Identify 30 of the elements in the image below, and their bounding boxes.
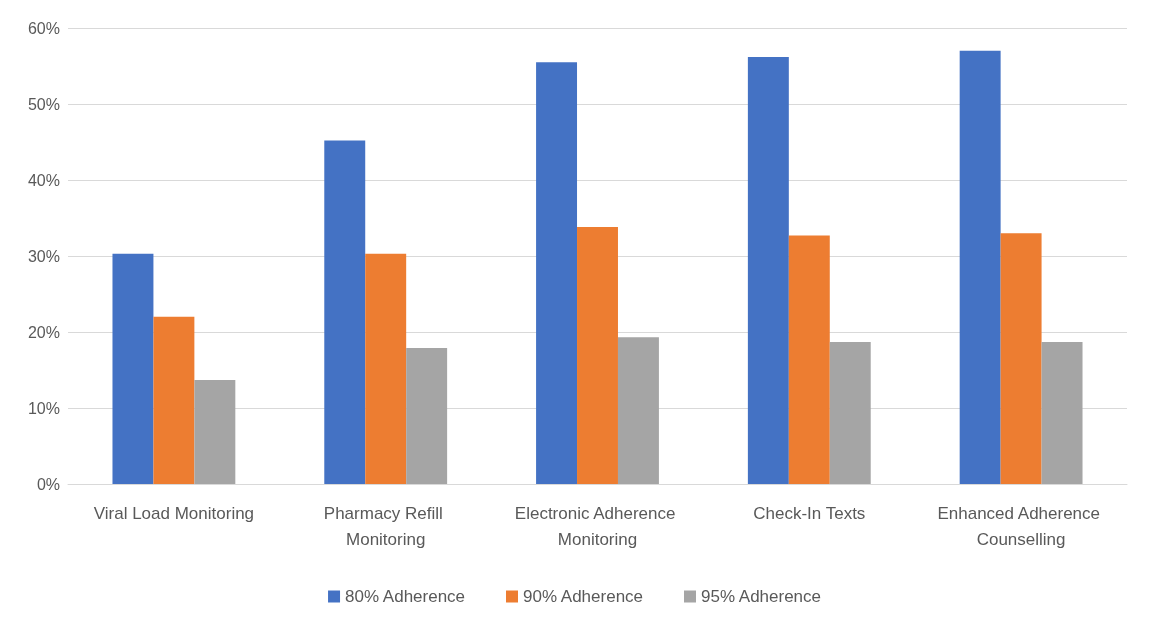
bar — [1000, 233, 1042, 484]
bar — [324, 140, 366, 484]
y-tick-label: 30% — [27, 247, 60, 265]
y-tick-label: 10% — [27, 399, 60, 417]
x-tick-label: Pharmacy Refill Monitoring — [323, 503, 448, 549]
bar — [194, 379, 236, 484]
x-tick-label: Electronic Adherence Monitoring — [514, 503, 681, 549]
bar — [112, 253, 154, 484]
bar — [747, 56, 789, 484]
y-tick-label: 50% — [27, 95, 60, 113]
bar — [1041, 341, 1083, 484]
y-tick-label: 60% — [27, 19, 60, 37]
bar — [577, 227, 618, 484]
bar — [959, 50, 1001, 484]
legend-label: 95% Adherence — [700, 587, 822, 606]
bar — [365, 253, 407, 484]
y-tick-label: 0% — [36, 475, 60, 493]
bar — [829, 341, 871, 484]
bar — [788, 235, 830, 484]
bar — [406, 347, 448, 484]
legend-label: 80% Adherence — [345, 587, 466, 606]
x-tick-label: Viral Load Monitoring — [93, 503, 255, 523]
y-tick-label: 40% — [27, 171, 60, 189]
y-tick-label: 20% — [27, 323, 60, 341]
x-tick-label: Check-In Texts — [753, 503, 866, 523]
bar — [617, 337, 659, 484]
bar — [153, 316, 195, 484]
x-tick-label: Enhanced Adherence Counselling — [937, 503, 1105, 549]
bar — [536, 62, 578, 484]
legend-label: 90% Adherence — [523, 587, 644, 606]
